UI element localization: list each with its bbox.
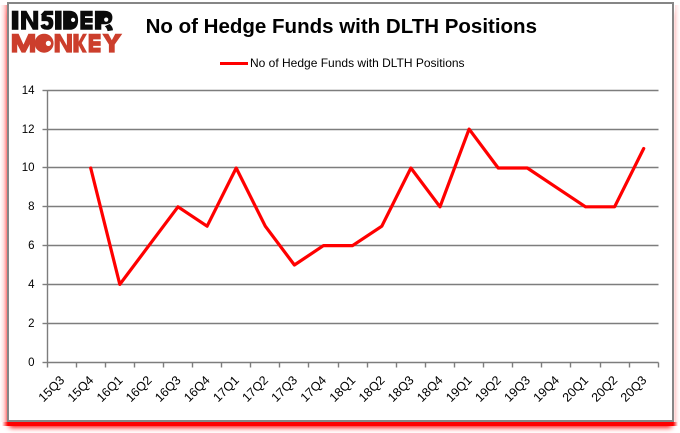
svg-text:18Q1: 18Q1 (327, 373, 359, 405)
svg-text:2: 2 (28, 318, 34, 330)
svg-text:19Q3: 19Q3 (501, 373, 533, 405)
svg-text:16Q1: 16Q1 (94, 373, 126, 405)
svg-text:15Q4: 15Q4 (65, 373, 97, 405)
svg-text:20Q2: 20Q2 (589, 373, 621, 405)
svg-text:20Q3: 20Q3 (618, 373, 650, 405)
svg-text:17Q3: 17Q3 (269, 373, 301, 405)
svg-text:17Q4: 17Q4 (298, 373, 330, 405)
svg-text:17Q1: 17Q1 (210, 373, 242, 405)
svg-text:16Q2: 16Q2 (123, 373, 155, 405)
svg-text:19Q4: 19Q4 (531, 373, 563, 405)
svg-text:17Q2: 17Q2 (239, 373, 271, 405)
svg-text:18Q3: 18Q3 (385, 373, 417, 405)
svg-text:0: 0 (28, 357, 34, 369)
svg-text:12: 12 (22, 124, 35, 136)
svg-text:14: 14 (22, 85, 35, 97)
svg-text:20Q1: 20Q1 (560, 373, 592, 405)
svg-text:19Q2: 19Q2 (472, 373, 504, 405)
svg-text:16Q4: 16Q4 (181, 373, 213, 405)
svg-text:18Q4: 18Q4 (414, 373, 446, 405)
svg-text:16Q3: 16Q3 (152, 373, 184, 405)
svg-text:15Q3: 15Q3 (36, 373, 68, 405)
svg-text:8: 8 (28, 201, 34, 213)
svg-text:4: 4 (28, 279, 35, 291)
svg-text:6: 6 (28, 240, 34, 252)
svg-text:18Q2: 18Q2 (356, 373, 388, 405)
svg-text:10: 10 (22, 162, 35, 174)
svg-text:19Q1: 19Q1 (443, 373, 475, 405)
